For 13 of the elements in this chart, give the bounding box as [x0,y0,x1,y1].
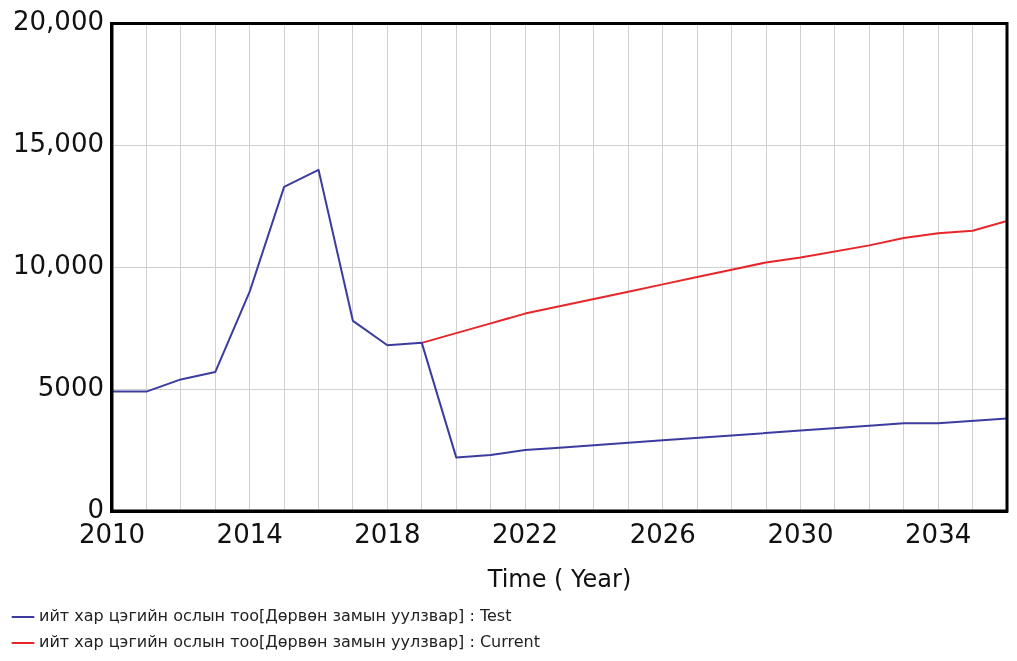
y-tick-label: 15,000 [12,128,104,159]
x-axis-title: Time ( Year) [486,564,632,593]
legend-label: ийт хар цэгийн ослын тоо[Дөрвөн замын уулзвар] : Current [39,632,541,652]
legend-label: ийт хар цэгийн ослын тоо[Дөрвөн замын уулзвар] : Test [39,606,512,626]
x-tick-label: 2014 [216,519,283,550]
y-tick-label: 10,000 [12,250,104,281]
x-tick-label: 2022 [491,519,559,550]
x-tick-label: 2026 [629,519,696,550]
x-tick-label: 2030 [767,519,834,550]
x-tick-label: 2018 [354,519,421,550]
y-tick-label: 5000 [37,371,104,402]
y-tick-label: 20,000 [12,6,104,37]
x-tick-label: 2034 [905,519,972,550]
